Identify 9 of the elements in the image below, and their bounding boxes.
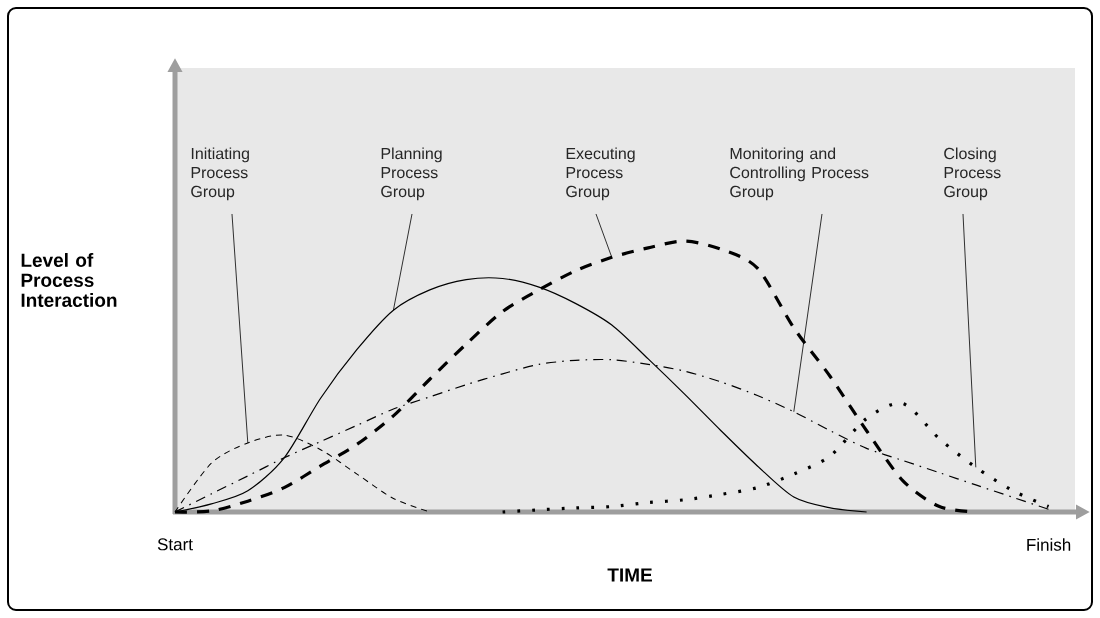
text: Initiating Process Group <box>191 147 249 201</box>
x-tick-label: Finish <box>1027 538 1071 551</box>
text: Planning Process Group <box>381 147 442 201</box>
x-axis-title: TIME <box>607 568 652 582</box>
y-axis-title: Level of Process Interaction <box>21 253 117 307</box>
text: Closing Process Group <box>944 147 1001 201</box>
text: Executing Process Group <box>566 147 635 201</box>
x-tick-label: Start <box>157 538 193 551</box>
text: Monitoring and Controlling Process Group <box>730 147 869 201</box>
